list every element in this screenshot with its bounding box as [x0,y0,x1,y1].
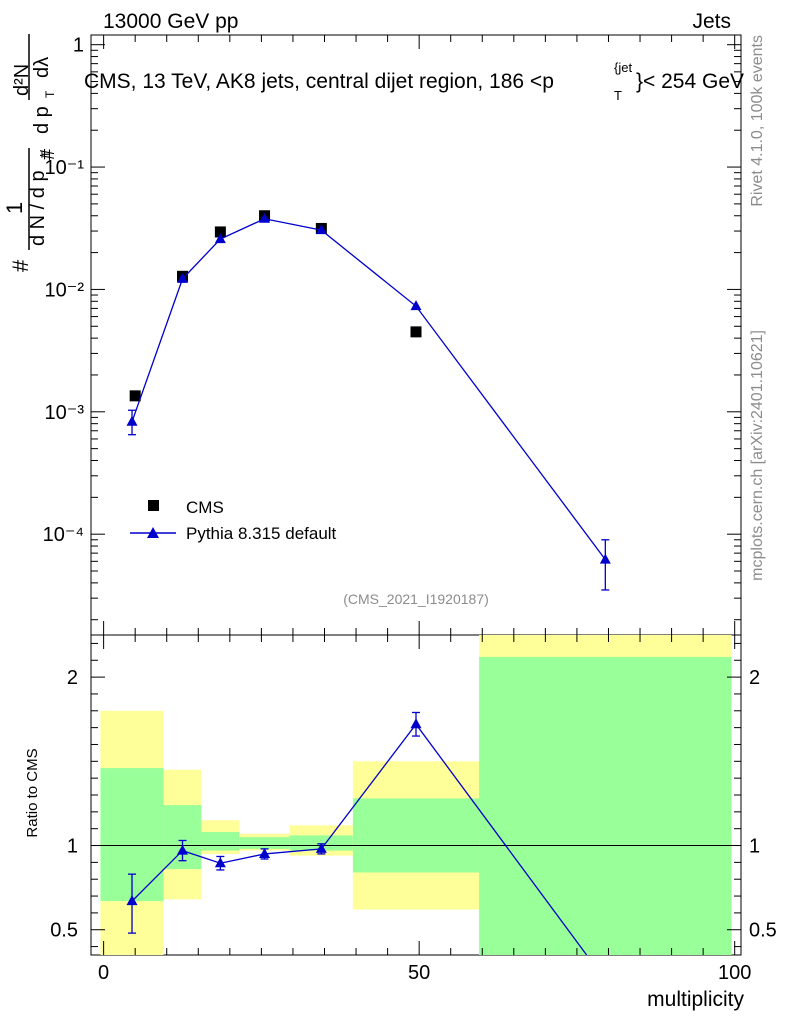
main-ytick-label: 10⁻⁴ [43,524,84,546]
header-left: 13000 GeV pp [103,10,238,33]
ratio-ytick-label: 1 [67,836,78,858]
plot-title-sup: {jet [614,60,632,75]
ylabel-one: 1 [2,202,27,214]
analysis-id-label: (CMS_2021_I1920187) [343,591,489,607]
ylabel-hash-1: # [8,259,33,272]
ylabel-dN-dpT: d N / d p [27,170,49,246]
main-ytick-label: 10⁻³ [45,402,85,424]
ratio-band-inner-5 [352,798,480,873]
ratio-band-inner-3 [239,837,290,849]
rivet-version-label: Rivet 4.1.0, 100k events [749,35,766,207]
xtick-label: 100 [718,962,751,984]
pythia-point [177,272,189,283]
legend-cms-label: CMS [186,498,224,517]
ratio-ylabel: Ratio to CMS [24,748,41,837]
ylabel-dl: dλ [31,57,53,78]
ratio-axis-ticks: 0.5 0.5 1 1 2 2 0 50 100 [50,635,777,984]
header-right: Jets [692,10,731,33]
ratio-pythia-point [315,842,327,853]
ratio-bands [91,635,741,955]
pythia-point [214,233,226,244]
ratio-ytick-label: 2 [67,667,78,689]
main-ytick-label: 10⁻² [45,279,85,301]
ratio-band-inner-2 [201,832,240,851]
mcplots-label: mcplots.cern.ch [arXiv:2401.10621] [749,330,766,581]
legend-pythia-label: Pythia 8.315 default [186,524,337,543]
ylabel-hash-2: # [37,148,59,160]
plot-title-main: CMS, 13 TeV, AK8 jets, central dijet reg… [84,70,554,93]
xtick-label: 50 [408,962,430,984]
pythia-point [315,224,327,235]
x-axis-label: multiplicity [647,988,744,1011]
ratio-pythia-point [259,847,271,858]
cms-point [129,390,141,402]
ylabel-dpT: d p [31,106,53,134]
main-axis-ticks: 1 10⁻¹ 10⁻² 10⁻³ 10⁻⁴ [43,35,741,635]
cms-point [214,226,226,238]
legend-cms-marker [148,500,159,511]
ratio-band-inner-6 [479,656,732,955]
ratio-ytick-label-right: 0.5 [749,920,777,942]
pythia-point [259,212,271,223]
pythia-point [599,553,611,564]
ratio-pythia-point [126,895,138,906]
main-series [126,210,611,591]
xtick-label: 0 [98,962,109,984]
ratio-ytick-label-right: 1 [749,836,760,858]
legend: CMS Pythia 8.315 default [130,498,337,543]
main-ytick-label: 1 [73,35,84,57]
ratio-ytick-label-right: 2 [749,667,760,689]
pythia-point [410,300,422,311]
main-ylabel: # 1 d N / d p T # d²N d p T dλ [2,34,59,272]
ratio-ytick-label: 0.5 [50,920,78,942]
plot-title-tail: }< 254 GeV [636,70,744,93]
ylabel-T1: T [39,150,53,158]
ratio-pythia-point [214,857,226,868]
ylabel-T2: T [43,90,57,98]
ratio-series [126,711,588,956]
legend-pythia-marker [147,527,159,538]
ratio-pythia-point [177,844,189,855]
plot-title-sub: T [614,88,622,103]
pythia-point [126,415,138,426]
main-ytick-label: 10⁻¹ [45,157,85,179]
ratio-pythia-point [410,718,422,729]
ylabel-d2N: d²N [11,64,33,96]
cms-point [410,326,422,338]
